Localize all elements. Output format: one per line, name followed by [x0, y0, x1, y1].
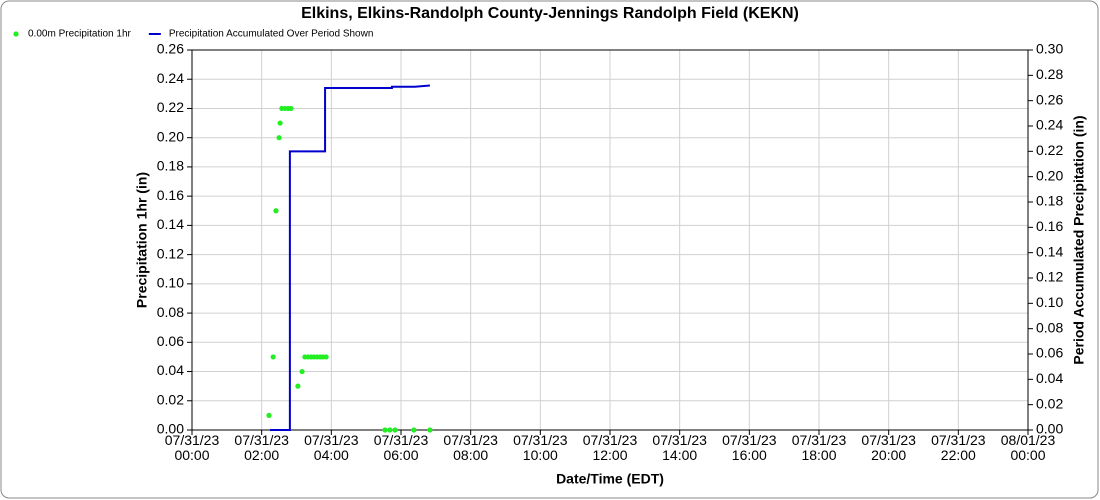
y-tick-label: 0.04 — [157, 362, 184, 378]
y-tick-label: 0.26 — [157, 41, 184, 57]
y2-tick-label: 0.04 — [1036, 370, 1063, 386]
y-tick-label: 0.06 — [157, 333, 184, 349]
point — [277, 120, 283, 126]
y2-tick-label: 0.22 — [1036, 142, 1063, 158]
point — [273, 208, 279, 214]
y2-tick-label: 0.06 — [1036, 345, 1063, 361]
x-tick-label: 07/31/23 00:00 — [164, 432, 220, 463]
y-tick-label: 0.02 — [157, 391, 184, 407]
point — [276, 135, 282, 141]
y2-tick-label: 0.12 — [1036, 269, 1063, 285]
y-tick-label: 0.10 — [157, 275, 184, 291]
y-axis-title: Precipitation 1hr (in) — [134, 172, 150, 308]
point — [295, 383, 301, 389]
y2-tick-label: 0.14 — [1036, 243, 1063, 259]
point — [270, 354, 276, 360]
y2-tick-label: 0.18 — [1036, 193, 1063, 209]
x-tick-label: 07/31/23 12:00 — [582, 432, 638, 463]
point — [323, 354, 329, 360]
y-tick-label: 0.14 — [157, 216, 184, 232]
legend-label: 0.00m Precipitation 1hr — [28, 29, 132, 40]
x-tick-label: 07/31/23 18:00 — [791, 432, 847, 463]
x-tick-label: 07/31/23 22:00 — [931, 432, 986, 463]
y-tick-label: 0.24 — [157, 70, 184, 86]
y-tick-label: 0.00 — [157, 421, 184, 437]
y-tick-label: 0.12 — [157, 245, 184, 261]
y-tick-label: 0.16 — [157, 187, 184, 203]
y2-tick-label: 0.16 — [1036, 218, 1063, 234]
y2-tick-label: 0.02 — [1036, 395, 1063, 411]
point — [288, 105, 294, 112]
x-tick-label: 07/31/23 10:00 — [513, 432, 568, 463]
y2-tick-label: 0.10 — [1036, 294, 1063, 310]
x-axis-title: Date/Time (EDT) — [556, 471, 664, 487]
point — [382, 427, 388, 433]
point — [299, 368, 305, 375]
y2-tick-label: 0.30 — [1036, 41, 1063, 57]
y-tick-label: 0.20 — [157, 128, 184, 144]
x-tick-label: 07/31/23 04:00 — [304, 432, 359, 463]
legend-label: Precipitation Accumulated Over Period Sh… — [169, 29, 374, 40]
legend-marker — [13, 31, 19, 37]
line — [270, 84, 430, 431]
y2-tick-label: 0.26 — [1036, 91, 1063, 107]
x-tick-label: 07/31/23 16:00 — [722, 432, 777, 463]
y-tick-label: 0.18 — [157, 158, 184, 174]
y-tick-label: 0.22 — [157, 99, 184, 115]
plot-border — [191, 49, 1029, 431]
point — [266, 412, 272, 418]
x-tick-label: 07/31/23 14:00 — [652, 432, 707, 463]
y2-tick-label: 0.08 — [1036, 319, 1063, 335]
y2-tick-label: 0.20 — [1036, 167, 1063, 183]
point — [411, 427, 417, 433]
x-tick-label: 07/31/23 08:00 — [443, 432, 498, 463]
point — [427, 427, 433, 433]
y2-axis-title: Period Accumulated Precipitation (in) — [1071, 115, 1087, 364]
y2-tick-label: 0.28 — [1036, 66, 1063, 82]
chart-title: Elkins, Elkins-Randolph County-Jennings … — [301, 5, 799, 22]
point — [392, 427, 398, 433]
x-tick-label: 07/31/23 06:00 — [373, 432, 429, 463]
point — [387, 427, 393, 433]
x-tick-label: 07/31/23 02:00 — [234, 432, 289, 463]
x-tick-label: 08/01/23 00:00 — [1000, 432, 1056, 463]
x-tick-label: 07/31/23 20:00 — [861, 432, 916, 463]
y2-tick-label: 0.24 — [1036, 117, 1063, 133]
y-tick-label: 0.08 — [157, 304, 184, 320]
y2-tick-label: 0.00 — [1036, 421, 1063, 437]
